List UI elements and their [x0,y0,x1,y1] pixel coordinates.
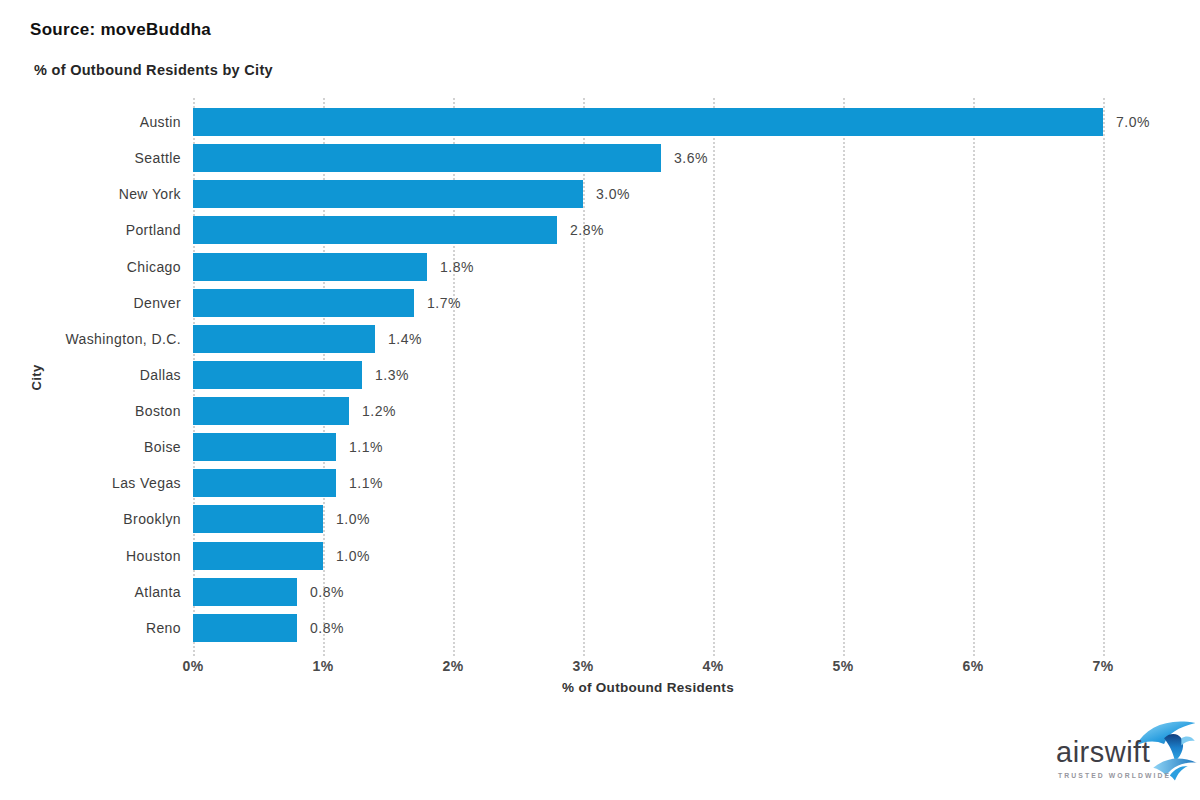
bar [193,614,297,642]
bar-row: Las Vegas1.1% [193,465,1103,501]
bar-row: Washington, D.C.1.4% [193,321,1103,357]
value-label: 3.6% [674,150,708,166]
x-tick-label: 4% [703,658,724,674]
logo-name: airswift [1056,736,1150,769]
bar [193,325,375,353]
bar [193,469,336,497]
plot-area: Austin7.0%Seattle3.6%New York3.0%Portlan… [193,104,1103,646]
bar-row: Dallas1.3% [193,357,1103,393]
source-label: Source: moveBuddha [30,20,211,40]
x-tick-label: 5% [833,658,854,674]
logo-tagline: TRUSTED WORLDWIDE [1058,772,1171,779]
category-label: New York [119,186,181,202]
value-label: 1.1% [349,475,383,491]
category-label: Portland [126,222,181,238]
chart-title: % of Outbound Residents by City [34,62,273,78]
x-tick-label: 7% [1093,658,1114,674]
bar-row: Boise1.1% [193,429,1103,465]
value-label: 0.8% [310,584,344,600]
bar-row: Chicago1.8% [193,249,1103,285]
value-label: 1.8% [440,259,474,275]
bar [193,108,1103,136]
value-label: 1.3% [375,367,409,383]
bar-row: Atlanta0.8% [193,574,1103,610]
gridline [1103,98,1105,656]
x-tick-label: 2% [443,658,464,674]
value-label: 1.1% [349,439,383,455]
value-label: 3.0% [596,186,630,202]
bar [193,216,557,244]
category-label: Brooklyn [123,511,181,527]
value-label: 1.7% [427,295,461,311]
x-tick-label: 1% [313,658,334,674]
value-label: 1.0% [336,548,370,564]
bar-row: Houston1.0% [193,538,1103,574]
bar [193,505,323,533]
bar [193,578,297,606]
category-label: Atlanta [135,584,181,600]
category-label: Seattle [135,150,181,166]
category-label: Dallas [140,367,181,383]
x-tick-label: 6% [963,658,984,674]
value-label: 7.0% [1116,114,1150,130]
bar [193,180,583,208]
bar [193,253,427,281]
x-tick-label: 0% [183,658,204,674]
bar-row: Denver1.7% [193,285,1103,321]
bar-row: Austin7.0% [193,104,1103,140]
bar-row: Reno0.8% [193,610,1103,646]
bar [193,144,661,172]
category-label: Reno [146,620,181,636]
value-label: 1.0% [336,511,370,527]
y-axis-label: City [29,348,44,408]
value-label: 1.4% [388,331,422,347]
bar-row: Brooklyn1.0% [193,501,1103,537]
bar [193,433,336,461]
bar [193,397,349,425]
category-label: Washington, D.C. [65,331,181,347]
category-label: Houston [126,548,181,564]
x-axis-ticks: 0%1%2%3%4%5%6%7% [193,658,1103,676]
bar [193,361,362,389]
category-label: Boston [135,403,181,419]
bar-row: New York3.0% [193,176,1103,212]
bar-row: Portland2.8% [193,212,1103,248]
bar [193,542,323,570]
x-axis-title: % of Outbound Residents [193,680,1103,695]
category-label: Chicago [127,259,181,275]
bar [193,289,414,317]
value-label: 2.8% [570,222,604,238]
category-label: Las Vegas [112,475,181,491]
value-label: 1.2% [362,403,396,419]
category-label: Austin [140,114,181,130]
category-label: Denver [133,295,181,311]
chart-page: Source: moveBuddha % of Outbound Residen… [0,0,1200,800]
airswift-logo: airswift TRUSTED WORLDWIDE [1042,716,1198,794]
category-label: Boise [144,439,181,455]
x-tick-label: 3% [573,658,594,674]
bar-row: Boston1.2% [193,393,1103,429]
value-label: 0.8% [310,620,344,636]
bar-row: Seattle3.6% [193,140,1103,176]
